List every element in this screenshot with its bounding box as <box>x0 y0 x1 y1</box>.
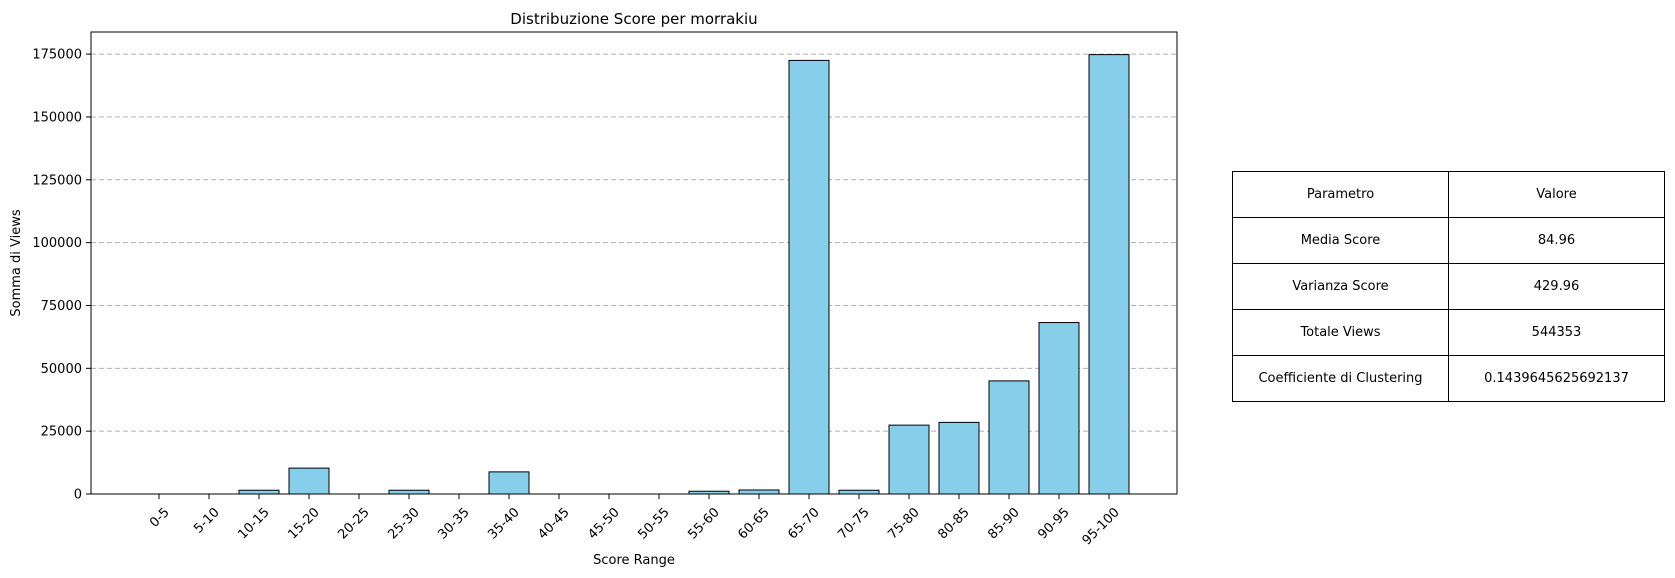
bars <box>238 54 1130 495</box>
chart-title: Distribuzione Score per morrakiu <box>510 10 757 28</box>
x-axis-ticks: 0-5 5-10 10-15 15-20 20-25 25-30 30-35 35-40 40-… <box>147 494 1123 548</box>
table-cell-value: 0.1439645625692137 <box>1448 355 1665 402</box>
table-row: Totale Views 544353 <box>1232 309 1665 356</box>
bar <box>888 424 930 495</box>
x-tick-label: 35-40 <box>485 505 522 542</box>
x-tick-label: 5-10 <box>191 505 222 536</box>
x-tick-label: 85-90 <box>985 505 1022 542</box>
bar <box>388 489 430 495</box>
y-tick-label: 75000 <box>41 299 82 314</box>
x-tick-label: 20-25 <box>335 505 372 542</box>
x-tick-label: 55-60 <box>685 505 722 542</box>
y-tick-label: 0 <box>74 488 82 503</box>
plot-frame <box>90 31 1178 495</box>
x-tick-label: 60-65 <box>735 505 772 542</box>
table-cell-value: 429.96 <box>1448 263 1665 310</box>
table-cell-label: Varianza Score <box>1232 263 1449 310</box>
x-tick-label: 25-30 <box>385 505 422 542</box>
x-tick-label: 15-20 <box>285 505 322 542</box>
x-tick-label: 70-75 <box>835 505 872 542</box>
bar <box>738 489 780 495</box>
x-axis-label: Score Range <box>593 553 675 568</box>
bar <box>1088 54 1130 495</box>
table-cell-label: Media Score <box>1232 217 1449 264</box>
table-row: Coefficiente di Clustering 0.14396456256… <box>1232 355 1665 402</box>
stats-table: Parametro Valore Media Score 84.96 Varia… <box>1232 171 1665 402</box>
grid-lines <box>91 53 1177 432</box>
y-tick-label: 125000 <box>32 173 82 188</box>
table-cell-label: Totale Views <box>1232 309 1449 356</box>
x-tick-label: 30-35 <box>435 505 472 542</box>
bar <box>1038 322 1080 495</box>
x-tick-label: 75-80 <box>885 505 922 542</box>
bar <box>488 471 530 495</box>
table-cell-value: 84.96 <box>1448 217 1665 264</box>
table-header-row: Parametro Valore <box>1232 171 1665 218</box>
y-axis-ticks: 0 25000 50000 75000 100000 125000 150000 175000 <box>32 48 91 503</box>
table-cell-label: Coefficiente di Clustering <box>1232 355 1449 402</box>
x-tick-label: 0-5 <box>147 505 173 531</box>
table-row: Varianza Score 429.96 <box>1232 263 1665 310</box>
x-tick-label: 65-70 <box>785 505 822 542</box>
bar <box>988 380 1030 495</box>
bar <box>788 59 830 495</box>
table-row: Media Score 84.96 <box>1232 217 1665 264</box>
x-tick-label: 10-15 <box>235 505 272 542</box>
y-axis-label: Somma di Views <box>9 209 24 316</box>
y-tick-label: 50000 <box>41 362 82 377</box>
x-tick-label: 45-50 <box>585 505 622 542</box>
y-tick-label: 150000 <box>32 110 82 125</box>
y-tick-label: 175000 <box>32 48 82 63</box>
x-tick-label: 90-95 <box>1035 505 1072 542</box>
x-tick-label: 50-55 <box>635 505 672 542</box>
bar <box>238 489 280 495</box>
x-tick-label: 95-100 <box>1080 505 1123 548</box>
x-tick-label: 40-45 <box>535 505 572 542</box>
y-tick-label: 25000 <box>41 425 82 440</box>
table-header-cell: Valore <box>1448 171 1665 218</box>
table-header-cell: Parametro <box>1232 171 1449 218</box>
x-tick-label: 80-85 <box>935 505 972 542</box>
bar <box>838 489 880 495</box>
bar <box>288 467 330 495</box>
y-tick-label: 100000 <box>32 236 82 251</box>
table-cell-value: 544353 <box>1448 309 1665 356</box>
bar <box>938 421 980 495</box>
